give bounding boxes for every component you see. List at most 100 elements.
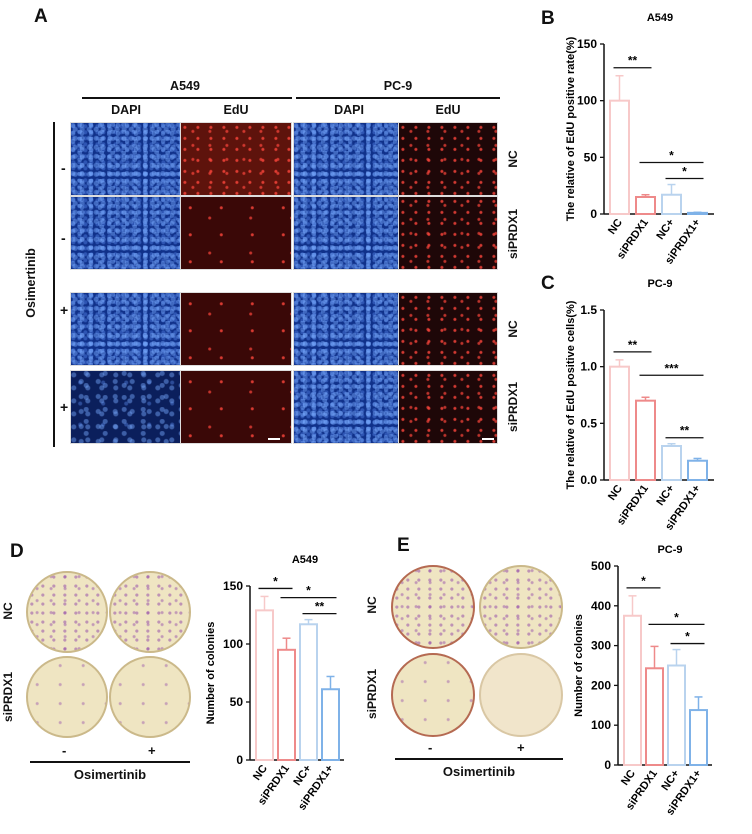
y-tick-label: 100 xyxy=(577,94,597,108)
row-label-siprdx1: siPRDX1 xyxy=(506,381,520,433)
row-sign: - xyxy=(61,230,66,246)
micrograph-a549-edu-siprdx1-minus xyxy=(180,196,292,270)
micrograph-a549-dapi-siprdx1-plus xyxy=(70,370,182,444)
y-tick-label: 1.5 xyxy=(580,303,597,317)
bar-siprdx1-plus xyxy=(689,709,708,767)
y-axis-label: Number of colonies xyxy=(573,614,585,717)
x-tick-label: NC xyxy=(606,217,625,237)
row-sign: - xyxy=(61,160,66,176)
channel-dapi-header: DAPI xyxy=(334,103,364,117)
micrograph-pc9-dapi-nc-plus xyxy=(293,292,405,366)
bar-nc-plus xyxy=(667,664,686,766)
micrograph-pc9-edu-nc-minus xyxy=(398,122,498,196)
significance-label: ** xyxy=(628,54,638,68)
y-tick-label: 50 xyxy=(584,150,598,164)
bar-nc xyxy=(255,609,274,761)
chart-title: PC-9 xyxy=(647,278,672,290)
significance-label: * xyxy=(682,165,687,179)
micrograph-pc9-edu-nc-plus xyxy=(398,292,498,366)
bar-chart-e: PC-9 Number of colonies 0 100 200 300 400 500 NC… xyxy=(573,544,712,818)
osimertinib-label: Osimertinib xyxy=(73,767,147,782)
colony-dish-siprdx1-plus xyxy=(109,656,191,738)
significance-label: ** xyxy=(315,600,325,614)
col-sign-minus: - xyxy=(428,740,433,755)
row-label-siprdx1: siPRDX1 xyxy=(506,208,520,260)
cell-line-pc9-header: PC-9 xyxy=(383,79,413,93)
y-tick-label: 0.5 xyxy=(580,416,597,430)
bar-nc-plus xyxy=(299,623,318,761)
col-sign-minus: - xyxy=(62,743,67,758)
significance-label: ** xyxy=(680,424,690,438)
row-label-nc: NC xyxy=(1,602,15,620)
y-tick-label: 150 xyxy=(223,579,243,593)
y-tick-label: 150 xyxy=(577,37,597,51)
chart-title: PC-9 xyxy=(657,544,682,556)
panel-letter-b: B xyxy=(541,8,555,29)
bar-chart-c: PC-9 The relative of EdU positive cells(%… xyxy=(565,278,714,533)
significance-label: * xyxy=(273,574,278,588)
y-tick-label: 500 xyxy=(591,559,611,573)
channel-dapi-header: DAPI xyxy=(111,103,141,117)
x-tick-label: NC xyxy=(606,483,625,503)
y-axis-label: The relative of EdU positive rate(%) xyxy=(565,36,577,221)
significance-label: *** xyxy=(664,361,678,375)
x-tick-label: NC xyxy=(619,768,638,788)
colony-dish-nc-plus xyxy=(479,565,563,649)
row-sign: + xyxy=(60,302,69,318)
treatment-underline xyxy=(395,758,563,760)
micrograph-a549-edu-nc-minus xyxy=(180,122,292,196)
significance-label: * xyxy=(669,149,674,163)
y-axis-label: Number of colonies xyxy=(205,622,217,725)
panel-letter-a: A xyxy=(34,6,48,27)
micrograph-a549-dapi-siprdx1-minus xyxy=(70,196,182,270)
col-sign-plus: + xyxy=(517,740,525,755)
colony-dish-siprdx1-minus xyxy=(391,653,475,737)
bar-siprdx1 xyxy=(277,648,296,761)
chart-title: A549 xyxy=(647,12,673,24)
micrograph-a549-dapi-nc-minus xyxy=(70,122,182,196)
channel-edu-header: EdU xyxy=(435,103,461,117)
significance-label: * xyxy=(641,574,646,588)
bar-siprdx1 xyxy=(645,667,664,766)
y-tick-label: 400 xyxy=(591,599,611,613)
y-tick-label: 1.0 xyxy=(580,360,597,374)
y-tick-label: 50 xyxy=(230,695,244,709)
micrograph-pc9-dapi-siprdx1-minus xyxy=(293,196,405,270)
osimertinib-label: Osimertinib xyxy=(442,764,516,779)
x-tick-label: NC+ xyxy=(654,483,677,508)
significance-label: * xyxy=(685,630,690,644)
row-label-nc: NC xyxy=(506,150,520,168)
micrograph-a549-edu-nc-plus xyxy=(180,292,292,366)
micrograph-a549-edu-siprdx1-plus xyxy=(180,370,292,444)
micrograph-pc9-dapi-siprdx1-plus xyxy=(293,370,405,444)
treatment-bracket-line xyxy=(53,122,55,447)
row-label-siprdx1: siPRDX1 xyxy=(1,671,15,723)
colony-dish-nc-minus xyxy=(26,571,108,653)
scale-bar xyxy=(268,438,280,440)
colony-dish-nc-plus xyxy=(109,571,191,653)
col-sign-plus: + xyxy=(148,743,156,758)
bar-nc-plus xyxy=(661,445,682,481)
significance-label: ** xyxy=(628,338,638,352)
micrograph-pc9-dapi-nc-minus xyxy=(293,122,405,196)
y-tick-label: 0 xyxy=(590,207,597,221)
y-tick-label: 0 xyxy=(236,753,243,767)
y-tick-label: 0 xyxy=(604,758,611,772)
osimertinib-label: Osimertinib xyxy=(24,248,38,318)
treatment-underline xyxy=(30,761,190,763)
bar-siprdx1 xyxy=(635,399,656,481)
header-underline xyxy=(296,97,500,99)
scale-bar xyxy=(482,438,494,440)
y-tick-label: 100 xyxy=(223,637,243,651)
bar-siprdx1 xyxy=(635,196,656,215)
row-label-nc: NC xyxy=(506,320,520,338)
bar-nc xyxy=(609,99,630,215)
colony-dish-siprdx1-minus xyxy=(26,656,108,738)
colony-dish-nc-minus xyxy=(391,565,475,649)
significance-label: * xyxy=(306,584,311,598)
cell-line-a549-header: A549 xyxy=(170,79,200,93)
y-tick-label: 200 xyxy=(591,678,611,692)
chart-title: A549 xyxy=(292,554,318,566)
x-tick-label: NC+ xyxy=(654,217,677,242)
